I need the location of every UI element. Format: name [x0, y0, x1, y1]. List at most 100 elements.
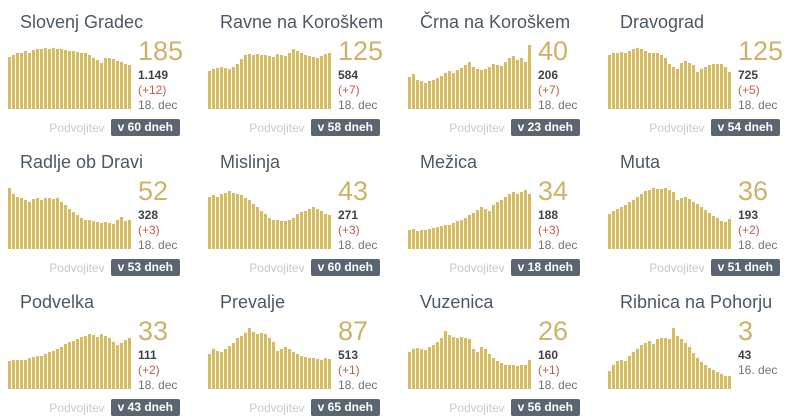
- daily-change-value: (+7): [338, 83, 360, 97]
- chart-bar: [452, 336, 455, 389]
- chart-bar: [620, 206, 623, 249]
- chart-bar: [668, 190, 671, 249]
- chart-bar: [236, 193, 239, 249]
- chart-bar: [12, 54, 15, 109]
- chart-bar: [440, 75, 443, 109]
- doubling-label: Podvojitev: [449, 120, 505, 135]
- cases-bar-chart[interactable]: [208, 325, 332, 389]
- chart-bar: [312, 57, 315, 109]
- active-cases-value: 185: [138, 36, 184, 66]
- cases-bar-chart[interactable]: [8, 325, 132, 389]
- cases-bar-chart[interactable]: [408, 185, 532, 249]
- chart-bar: [608, 213, 611, 249]
- stats-column: 3 43 16. dec: [738, 318, 786, 378]
- chart-bar: [276, 219, 279, 249]
- chart-bar: [8, 56, 11, 109]
- chart-bar: [460, 68, 463, 109]
- cases-bar-chart[interactable]: [8, 185, 132, 249]
- cases-bar-chart[interactable]: [8, 45, 132, 109]
- chart-bar: [20, 198, 23, 249]
- chart-bar: [128, 65, 131, 109]
- cases-bar-chart[interactable]: [608, 45, 732, 109]
- doubling-label: Podvojitev: [249, 260, 305, 275]
- chart-bar: [704, 209, 707, 249]
- chart-bar: [704, 67, 707, 109]
- date-label: 18. dec: [538, 378, 578, 392]
- card-body: 87 513 (+1) 18. dec: [208, 318, 380, 393]
- chart-bar: [280, 220, 283, 249]
- chart-bar: [96, 337, 99, 389]
- chart-bar: [508, 58, 511, 109]
- cases-bar-chart[interactable]: [608, 185, 732, 249]
- municipality-card: Vuzenica 26 160 (+1) 18. dec Podvojitev v 56 d…: [400, 280, 600, 420]
- chart-bar: [712, 370, 715, 389]
- chart-bar: [100, 62, 103, 109]
- municipality-title: Ravne na Koroškem: [220, 12, 384, 32]
- chart-bar: [228, 346, 231, 389]
- cases-bar-chart[interactable]: [608, 325, 732, 389]
- chart-bar: [508, 193, 511, 249]
- card-body: 26 160 (+1) 18. dec: [408, 318, 580, 393]
- doubling-time-badge: v 51 dneh: [710, 259, 780, 276]
- chart-bar: [320, 359, 323, 389]
- chart-bar: [328, 52, 331, 109]
- doubling-label: Podvojitev: [49, 400, 105, 415]
- municipality-card: Dravograd 125 725 (+5) 18. dec Podvojitev v 54…: [600, 0, 800, 140]
- chart-bar: [12, 359, 15, 389]
- chart-bar: [648, 341, 651, 389]
- doubling-time-badge: v 43 dneh: [110, 399, 180, 416]
- chart-bar: [100, 333, 103, 389]
- chart-bar: [76, 52, 79, 109]
- chart-bar: [440, 338, 443, 389]
- chart-bar: [660, 189, 663, 249]
- chart-bar: [72, 341, 75, 389]
- card-body: 52 328 (+3) 18. dec: [8, 178, 180, 253]
- chart-bar: [276, 350, 279, 389]
- cases-bar-chart[interactable]: [408, 45, 532, 109]
- chart-bar: [684, 342, 687, 389]
- chart-bar: [128, 220, 131, 249]
- chart-bar: [664, 338, 667, 389]
- doubling-row: Podvojitev v 18 dneh: [408, 259, 580, 276]
- municipality-card: Mislinja 43 271 (+3) 18. dec Podvojitev v 60 d…: [200, 140, 400, 280]
- chart-bar: [432, 227, 435, 249]
- chart-bar: [304, 210, 307, 249]
- chart-bar: [124, 340, 127, 389]
- chart-bar: [276, 53, 279, 109]
- chart-bar: [652, 53, 655, 109]
- chart-bar: [476, 209, 479, 249]
- daily-change-value: (+2): [738, 223, 760, 237]
- chart-bar: [56, 197, 59, 249]
- cases-bar-chart[interactable]: [408, 325, 532, 389]
- chart-bar: [408, 351, 411, 389]
- chart-bar: [720, 220, 723, 249]
- date-label: 18. dec: [538, 238, 578, 252]
- chart-bar: [716, 63, 719, 109]
- chart-bar: [240, 195, 243, 249]
- municipality-title: Slovenj Gradec: [20, 12, 144, 32]
- cases-bar-chart[interactable]: [208, 185, 332, 249]
- chart-bar: [116, 345, 119, 389]
- card-body: 33 111 (+2) 18. dec: [8, 318, 180, 393]
- chart-bar: [624, 361, 627, 389]
- chart-bar: [300, 355, 303, 389]
- chart-bar: [608, 54, 611, 109]
- chart-bar: [116, 220, 119, 249]
- total-cases-value: 584: [338, 68, 359, 82]
- stats-column: 33 111 (+2) 18. dec: [138, 318, 186, 393]
- chart-bar: [456, 221, 459, 249]
- chart-bar: [304, 357, 307, 389]
- municipality-title: Mislinja: [220, 152, 281, 172]
- chart-bar: [684, 61, 687, 109]
- chart-bar: [700, 362, 703, 389]
- chart-bar: [632, 199, 635, 249]
- chart-bar: [684, 197, 687, 249]
- cases-bar-chart[interactable]: [208, 45, 332, 109]
- chart-bar: [232, 66, 235, 109]
- doubling-time-badge: v 18 dneh: [510, 259, 580, 276]
- chart-bar: [96, 222, 99, 249]
- chart-bar: [432, 344, 435, 389]
- card-body: 40 206 (+7) 18. dec: [408, 38, 580, 113]
- chart-bar: [24, 51, 27, 109]
- chart-bar: [692, 64, 695, 109]
